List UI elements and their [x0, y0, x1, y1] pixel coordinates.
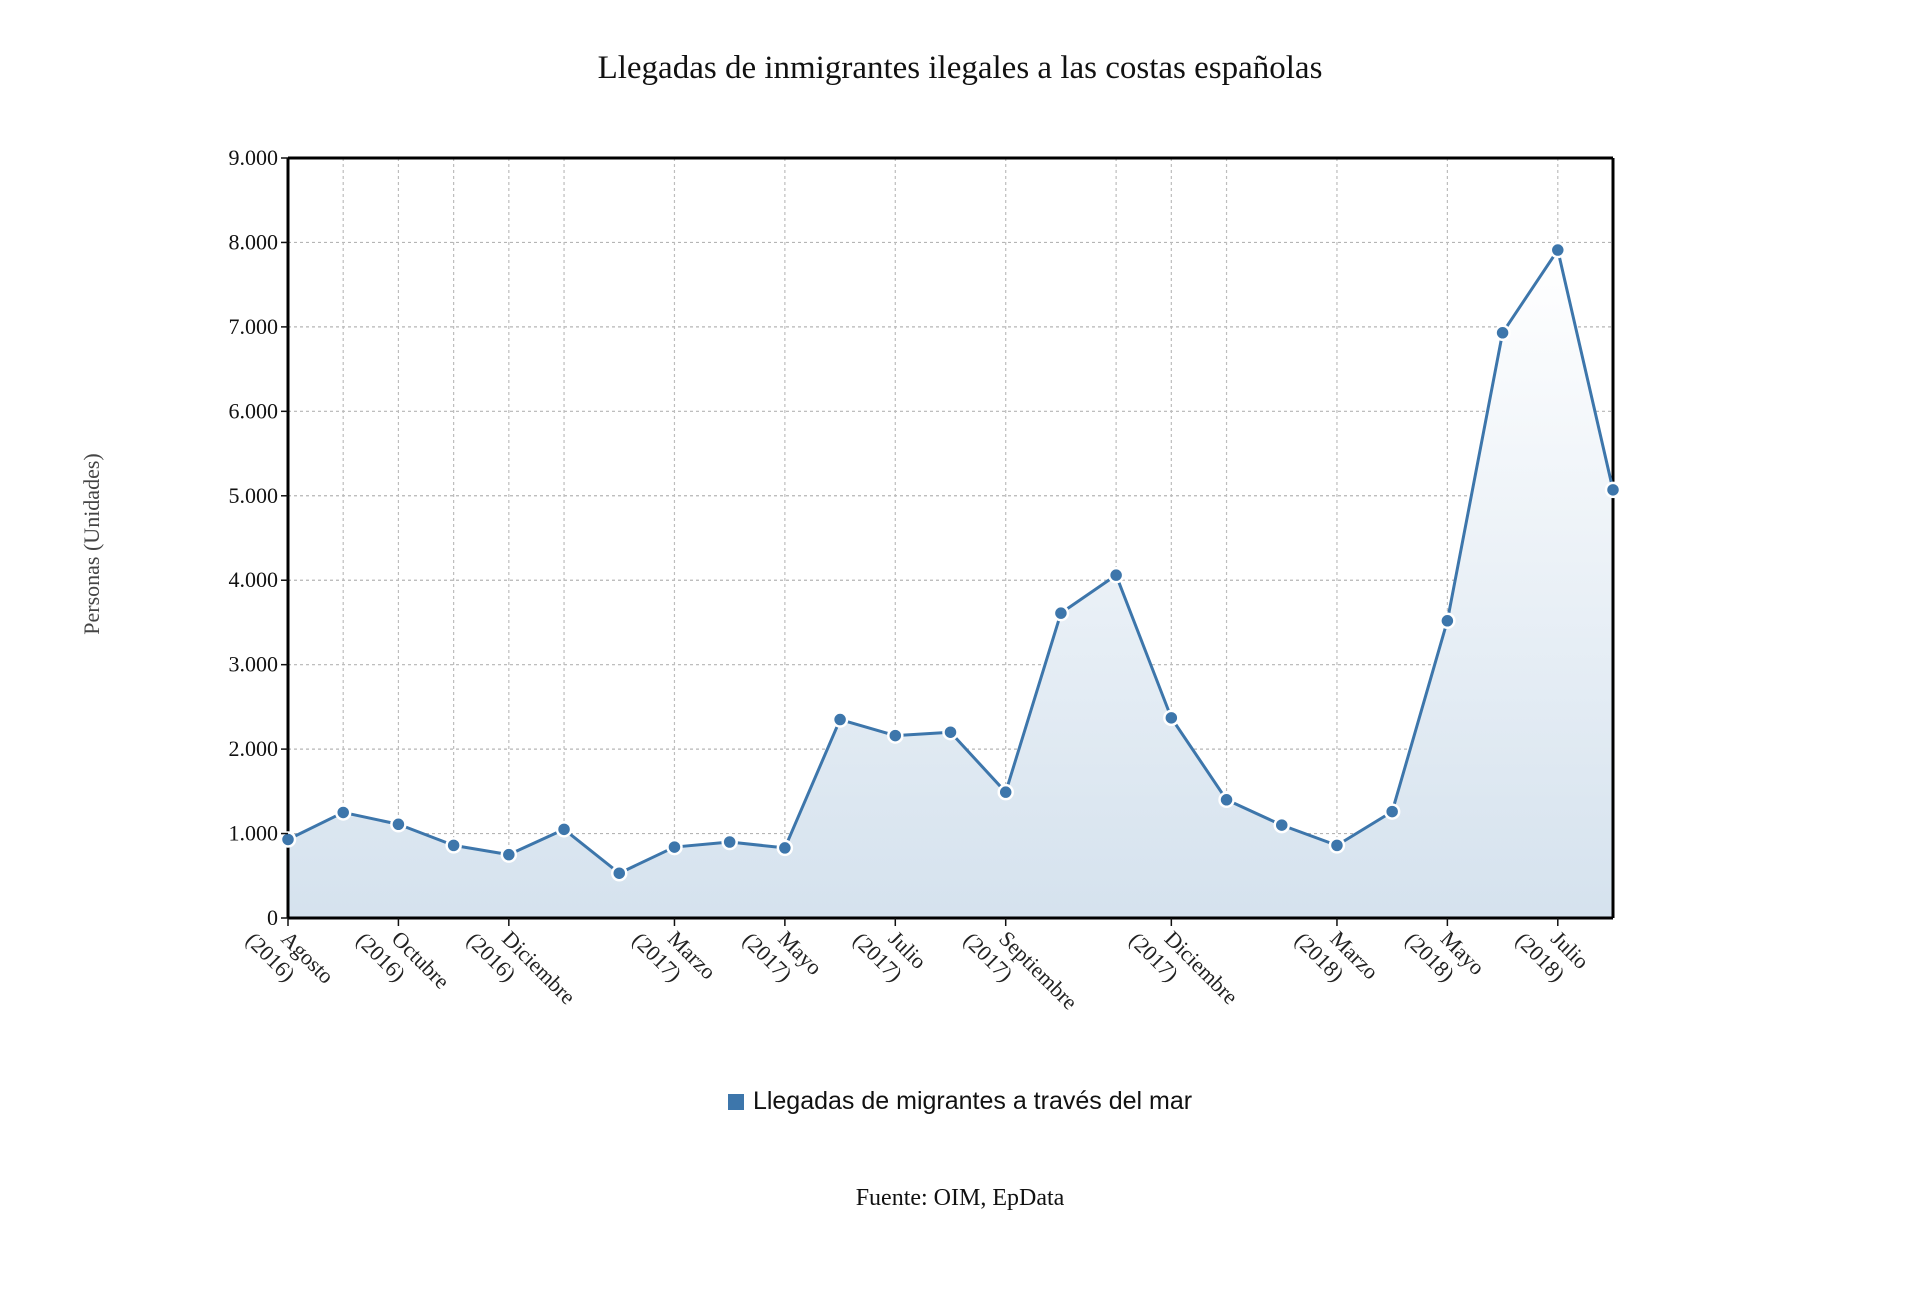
y-axis-ticks: 0 1.000 2.000 3.000 4.000 5.000 6.000 7.000 8.00…: [229, 145, 288, 930]
x-tick-label: Septiembre(2017): [959, 926, 1083, 1015]
series-area-fill: [288, 250, 1613, 919]
x-tick-label: Mayo(2018): [1400, 926, 1489, 987]
plot-frame: [286, 156, 1615, 920]
legend-label: Llegadas de migrantes a través del mar: [752, 1087, 1193, 1115]
chart-title: Llegadas de inmigrantes ilegales a las c…: [597, 50, 1323, 86]
data-point: [776, 839, 794, 857]
data-point: [997, 783, 1014, 801]
data-point: [500, 846, 518, 863]
data-point: [1052, 604, 1070, 622]
y-tick-label: 6.000: [229, 398, 279, 423]
x-axis-ticks: Agosto(2016) Octubre(2016) Diciembre(2016)…: [241, 918, 1594, 1015]
legend-swatch: [727, 1093, 744, 1110]
data-point: [1604, 481, 1622, 499]
x-tick-label: Julio(2017): [848, 926, 931, 987]
data-point: [1383, 803, 1401, 820]
x-tick-label: Agosto(2016): [241, 926, 339, 989]
source-note: Fuente: OIM, EpData: [855, 1185, 1065, 1211]
data-point: [721, 833, 738, 851]
data-point: [942, 723, 959, 741]
data-point: [887, 727, 904, 744]
data-point: [1218, 791, 1235, 809]
y-tick-label: 8.000: [229, 229, 279, 254]
y-tick-label: 4.000: [229, 567, 279, 592]
data-point: [1328, 837, 1346, 854]
y-tick-label: 5.000: [229, 483, 279, 508]
x-tick-label: Octubre(2016): [352, 926, 455, 994]
data-points: [279, 241, 1622, 882]
y-tick-label: 7.000: [229, 314, 279, 339]
data-point: [390, 816, 407, 833]
data-point: [611, 864, 628, 882]
data-point: [666, 838, 683, 856]
grid-lines: [288, 158, 1613, 918]
data-point: [1107, 566, 1125, 584]
data-point: [279, 831, 297, 848]
data-point: [1549, 241, 1567, 259]
data-point: [1439, 612, 1456, 630]
data-point: [1273, 816, 1290, 834]
x-tick-label: Mayo(2017): [738, 926, 827, 987]
data-point: [1494, 324, 1511, 342]
y-tick-label: 2.000: [229, 736, 279, 761]
x-tick-label: Diciembre(2017): [1124, 926, 1243, 1009]
data-point: [334, 804, 352, 821]
data-point: [445, 837, 462, 854]
x-tick-label: Julio(2018): [1511, 926, 1594, 987]
area-layer: [288, 250, 1613, 919]
data-point: [831, 711, 849, 728]
data-point: [1163, 709, 1180, 727]
y-tick-label: 3.000: [229, 652, 279, 677]
y-tick-label: 9.000: [229, 145, 279, 170]
y-tick-label: 1.000: [229, 821, 279, 846]
legend: Llegadas de migrantes a través del mar: [0, 1087, 1920, 1116]
data-point: [555, 821, 573, 838]
y-tick-label: 0: [267, 905, 278, 930]
x-tick-label: Diciembre(2016): [462, 926, 581, 1009]
